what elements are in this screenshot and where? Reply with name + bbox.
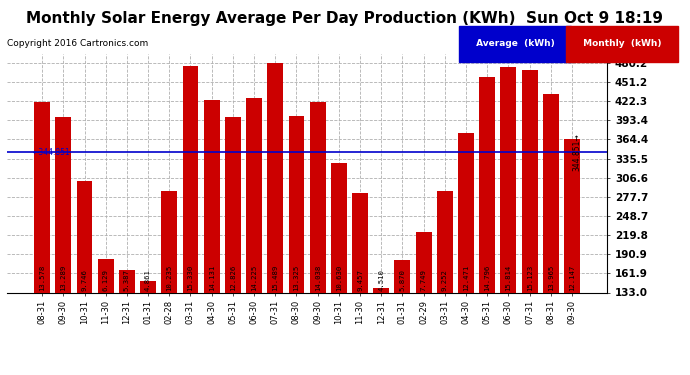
Text: 14.131: 14.131 xyxy=(208,265,215,291)
Bar xyxy=(55,117,71,375)
Bar xyxy=(564,140,580,375)
Bar xyxy=(522,70,538,375)
Text: 12.147: 12.147 xyxy=(569,265,575,291)
Bar xyxy=(183,66,199,375)
Text: 12.471: 12.471 xyxy=(463,265,469,291)
Bar xyxy=(34,102,50,375)
Text: Monthly  (kWh): Monthly (kWh) xyxy=(580,39,664,48)
Text: 13.289: 13.289 xyxy=(60,265,66,291)
Text: 5.387: 5.387 xyxy=(124,269,130,291)
Text: 14.038: 14.038 xyxy=(315,265,321,291)
Text: 7.749: 7.749 xyxy=(421,269,426,291)
Text: 9.252: 9.252 xyxy=(442,269,448,291)
Text: Average  (kWh): Average (kWh) xyxy=(473,39,558,48)
Text: 15.489: 15.489 xyxy=(273,265,278,291)
Text: 4.861: 4.861 xyxy=(145,269,151,291)
Text: Monthly Solar Energy Average Per Day Production (KWh)  Sun Oct 9 18:19: Monthly Solar Energy Average Per Day Pro… xyxy=(26,11,664,26)
Bar xyxy=(543,94,559,375)
Text: 6.129: 6.129 xyxy=(103,269,109,291)
Bar xyxy=(437,191,453,375)
Text: 9.457: 9.457 xyxy=(357,269,363,291)
Bar xyxy=(415,232,431,375)
Text: 10.630: 10.630 xyxy=(336,265,342,291)
Bar xyxy=(225,117,241,375)
Text: 9.746: 9.746 xyxy=(81,269,88,291)
Bar xyxy=(77,181,92,375)
Text: 14.225: 14.225 xyxy=(251,265,257,291)
Bar xyxy=(119,270,135,375)
Bar xyxy=(500,67,516,375)
Text: Copyright 2016 Cartronics.com: Copyright 2016 Cartronics.com xyxy=(7,39,148,48)
Text: 13.325: 13.325 xyxy=(293,265,299,291)
Bar xyxy=(246,98,262,375)
Bar xyxy=(352,193,368,375)
Text: 344.851→: 344.851→ xyxy=(573,134,582,171)
Bar xyxy=(140,281,156,375)
Bar xyxy=(373,288,389,375)
Bar xyxy=(458,133,474,375)
Bar xyxy=(395,260,411,375)
Bar xyxy=(331,162,347,375)
Bar xyxy=(480,77,495,375)
Text: 5.870: 5.870 xyxy=(400,269,406,291)
Text: 12.826: 12.826 xyxy=(230,265,236,291)
Bar xyxy=(98,259,114,375)
Bar xyxy=(204,100,219,375)
Bar xyxy=(288,116,304,375)
Text: 15.814: 15.814 xyxy=(505,265,511,291)
Text: 14.796: 14.796 xyxy=(484,265,490,291)
Text: 15.330: 15.330 xyxy=(188,265,193,291)
Text: 13.578: 13.578 xyxy=(39,265,45,291)
Bar xyxy=(310,102,326,375)
Text: 4.510: 4.510 xyxy=(378,269,384,291)
Text: ←344.851: ←344.851 xyxy=(32,148,70,157)
Text: 10.235: 10.235 xyxy=(166,265,172,291)
Bar xyxy=(161,191,177,375)
Text: 15.123: 15.123 xyxy=(526,265,533,291)
Bar xyxy=(267,63,283,375)
Text: 13.965: 13.965 xyxy=(548,265,554,291)
